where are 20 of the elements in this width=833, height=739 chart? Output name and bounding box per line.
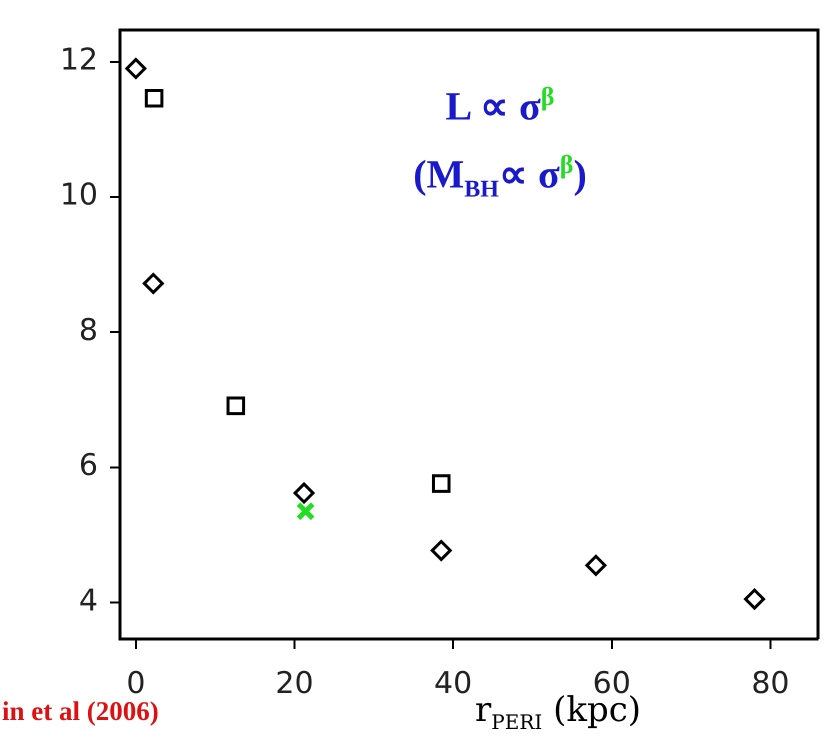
- point: [142, 272, 164, 294]
- point: [430, 540, 452, 561]
- annotation: L ∝ σ$^{β}$: [446, 82, 554, 130]
- point: [432, 474, 451, 493]
- point: [585, 554, 606, 576]
- y-tick-label: 12: [60, 42, 98, 78]
- x-tick-label: 40: [434, 666, 472, 701]
- y-tick-label: 8: [78, 312, 98, 348]
- point: [144, 88, 164, 108]
- y-tick-label: 4: [78, 583, 98, 618]
- point: [296, 502, 316, 521]
- point: [226, 396, 246, 416]
- x-tick-label: 20: [275, 666, 314, 701]
- point: [125, 58, 146, 80]
- annotation: (M$_{BH}$∝ σ$^{β}$): [413, 150, 587, 204]
- point: [744, 588, 766, 610]
- y-tick-label: 10: [60, 178, 98, 213]
- x-tick-label: 80: [751, 666, 790, 701]
- point: [294, 482, 315, 504]
- y-tick-label: 6: [78, 448, 98, 484]
